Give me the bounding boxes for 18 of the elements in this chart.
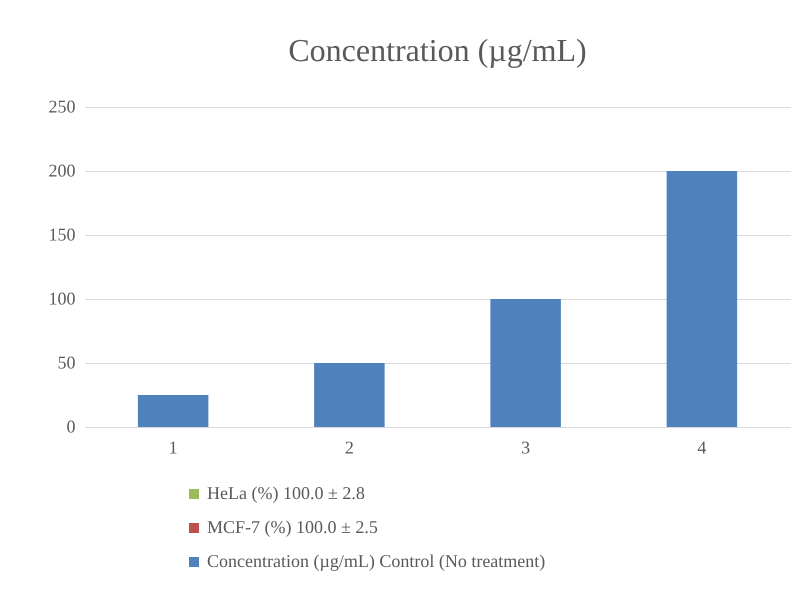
bar	[666, 171, 738, 427]
bar	[314, 363, 385, 427]
x-tick-label: 2	[344, 438, 354, 458]
bar	[138, 395, 208, 427]
bar	[490, 299, 561, 427]
legend-label: MCF-7 (%) 100.0 ± 2.5	[207, 517, 378, 537]
legend-label: HeLa (%) 100.0 ± 2.8	[207, 483, 365, 503]
x-tick-label: 3	[521, 438, 530, 458]
y-tick-label: 100	[48, 288, 76, 308]
y-tick-label: 200	[48, 160, 76, 180]
x-tick-label: 4	[697, 438, 706, 458]
chart-title: Concentration (µg/mL)	[288, 32, 587, 68]
legend-label: Concentration (µg/mL) Control (No treatment)	[207, 551, 546, 571]
y-tick-label: 250	[48, 96, 76, 116]
y-tick-label: 50	[58, 352, 76, 372]
y-tick-label: 0	[66, 416, 76, 436]
y-tick-label: 150	[48, 224, 76, 244]
x-tick-label: 1	[168, 438, 178, 458]
